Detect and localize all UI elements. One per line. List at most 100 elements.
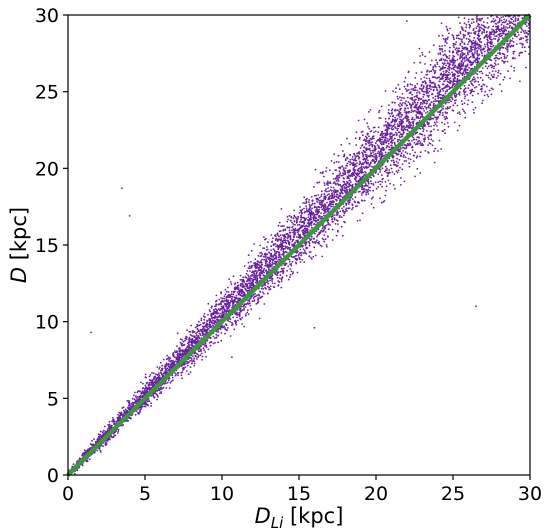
scatter-point — [478, 57, 481, 60]
scatter-point — [220, 297, 223, 299]
scatter-point — [464, 60, 466, 62]
scatter-point — [481, 32, 483, 35]
scatter-point — [426, 111, 429, 113]
scatter-point — [362, 166, 365, 168]
scatter-point — [245, 272, 248, 275]
scatter-point — [474, 33, 477, 35]
scatter-point — [405, 100, 407, 102]
scatter-point — [343, 205, 345, 208]
scatter-point — [460, 62, 462, 65]
scatter-point — [267, 282, 270, 285]
scatter-point — [229, 296, 231, 298]
scatter-point — [165, 362, 168, 365]
scatter-point — [268, 251, 270, 254]
scatter-point — [472, 108, 475, 111]
scatter-point — [299, 252, 302, 255]
scatter-point — [348, 199, 350, 202]
scatter-point — [449, 86, 451, 89]
scatter-point — [390, 159, 393, 162]
scatter-point — [368, 111, 370, 113]
scatter-point — [305, 201, 308, 204]
scatter-point — [208, 322, 211, 324]
scatter-point — [383, 124, 385, 127]
scatter-point — [489, 38, 492, 41]
scatter-point — [355, 144, 358, 146]
scatter-point — [363, 118, 366, 121]
scatter-point — [388, 123, 391, 125]
scatter-point — [475, 27, 478, 30]
scatter-point — [412, 160, 415, 163]
scatter-point — [418, 92, 421, 95]
scatter-point — [227, 320, 230, 322]
scatter-point — [436, 61, 439, 64]
scatter-point — [432, 140, 434, 142]
scatter-point — [284, 236, 287, 239]
scatter-point — [422, 128, 425, 131]
scatter-point — [403, 109, 406, 112]
scatter-point — [318, 196, 321, 199]
scatter-point — [335, 179, 338, 182]
scatter-point — [255, 275, 258, 277]
scatter-point — [371, 145, 374, 148]
scatter-point — [404, 76, 407, 79]
scatter-point — [424, 63, 426, 65]
scatter-point — [288, 258, 291, 261]
scatter-point — [504, 33, 507, 36]
scatter-point — [219, 314, 221, 316]
scatter-point — [459, 113, 461, 115]
scatter-point — [473, 86, 476, 89]
scatter-point — [329, 224, 331, 226]
scatter-point — [396, 157, 398, 160]
scatter-point — [255, 303, 258, 305]
scatter-point — [340, 143, 343, 146]
scatter-point — [326, 190, 328, 193]
scatter-point — [300, 218, 302, 221]
scatter-point — [96, 449, 99, 452]
scatter-point — [329, 169, 331, 172]
scatter-point — [419, 142, 421, 145]
scatter-point — [466, 65, 469, 67]
scatter-point — [445, 71, 447, 74]
scatter-point — [302, 248, 305, 251]
scatter-point — [399, 184, 402, 186]
scatter-point — [189, 366, 192, 368]
scatter-point — [165, 358, 168, 361]
scatter-point — [354, 157, 357, 159]
scatter-point — [414, 77, 417, 79]
scatter-point — [394, 187, 396, 190]
scatter-point — [463, 84, 466, 87]
scatter-point — [407, 71, 410, 74]
scatter-point — [434, 84, 436, 87]
scatter-point — [434, 76, 437, 79]
scatter-point — [412, 89, 414, 91]
scatter-point — [123, 409, 125, 412]
scatter-point — [487, 65, 490, 68]
scatter-point — [352, 206, 354, 209]
scatter-point — [343, 220, 345, 223]
scatter-point — [468, 35, 471, 37]
scatter-point — [360, 194, 363, 196]
scatter-point — [409, 142, 411, 145]
scatter-point — [358, 163, 361, 166]
scatter-point — [323, 197, 326, 200]
scatter-point — [292, 231, 294, 234]
scatter-point — [520, 31, 523, 34]
scatter-point — [478, 35, 480, 38]
scatter-point — [414, 86, 417, 89]
scatter-point — [123, 411, 126, 414]
scatter-point — [370, 165, 373, 168]
scatter-point — [361, 151, 363, 154]
scatter-point — [385, 146, 388, 149]
scatter-point — [156, 366, 159, 368]
scatter-point — [235, 301, 238, 304]
scatter-point — [384, 170, 386, 173]
scatter-point — [127, 419, 130, 422]
scatter-point — [399, 177, 402, 179]
scatter-point — [504, 60, 506, 63]
scatter-point — [341, 165, 344, 168]
scatter-point — [438, 139, 441, 142]
scatter-point — [351, 198, 354, 200]
scatter-point — [247, 254, 250, 257]
scatter-point — [209, 344, 212, 347]
